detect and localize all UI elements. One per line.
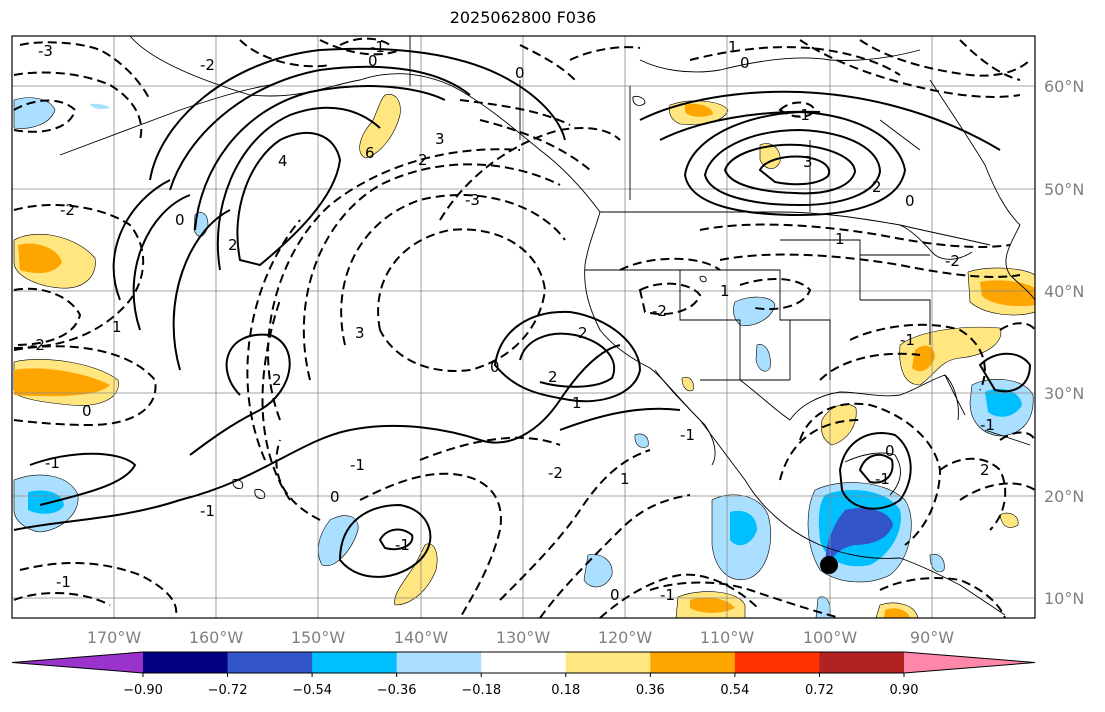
svg-text:-1: -1 (680, 426, 695, 444)
svg-text:1: 1 (720, 282, 730, 300)
svg-text:0: 0 (610, 586, 620, 604)
svg-text:0: 0 (368, 52, 378, 70)
colorbar-tick-label: 0.36 (636, 683, 665, 698)
svg-text:0: 0 (515, 64, 525, 82)
svg-text:-2: -2 (200, 56, 215, 74)
svg-text:-2: -2 (60, 201, 75, 219)
svg-text:2: 2 (872, 178, 882, 196)
colorbar-segment (143, 652, 229, 673)
svg-text:1: 1 (728, 38, 738, 56)
svg-text:3: 3 (355, 324, 365, 342)
lon-label: 90°W (910, 628, 954, 647)
svg-text:0: 0 (330, 488, 340, 506)
lat-label: 20°N (1044, 487, 1084, 506)
contour-labels: -3 -2 0 -1 2 4 6 3 0 2 -2 -3 3 0 2 1 -1 … (30, 38, 995, 604)
lat-label: 50°N (1044, 180, 1084, 199)
colorbar-segment (650, 652, 736, 673)
lon-label: 140°W (394, 628, 449, 647)
colorbar-segment (565, 652, 651, 673)
colorbar-segment (396, 652, 482, 673)
svg-text:2: 2 (578, 324, 588, 342)
lon-label: 150°W (291, 628, 346, 647)
svg-text:-2: -2 (652, 302, 667, 320)
svg-text:2: 2 (980, 461, 990, 479)
longitude-labels: 170°W 160°W 150°W 140°W 130°W 120°W 110°… (87, 628, 954, 647)
lat-label: 60°N (1044, 77, 1084, 96)
colorbar: −0.90 −0.72 −0.54 −0.36 −0.18 0.18 0.36 0.54 0.7… (11, 651, 1036, 698)
colorbar-tick-label: −0.36 (377, 683, 417, 698)
colorbar-tick-label: 0.90 (890, 683, 919, 698)
lat-label: 10°N (1044, 589, 1084, 608)
svg-text:-1: -1 (395, 536, 410, 554)
lon-label: 120°W (598, 628, 653, 647)
lon-label: 170°W (87, 628, 142, 647)
latitude-labels: 60°N 50°N 40°N 30°N 20°N 10°N (1044, 77, 1084, 608)
svg-text:-2: -2 (30, 336, 45, 354)
lon-label: 130°W (496, 628, 551, 647)
svg-text:6: 6 (365, 144, 375, 162)
svg-text:-1: -1 (980, 416, 995, 434)
svg-text:0: 0 (740, 54, 750, 72)
solid-contours (13, 47, 1032, 578)
lat-label: 40°N (1044, 282, 1084, 301)
svg-text:-1: -1 (370, 38, 385, 56)
lon-label: 110°W (700, 628, 755, 647)
svg-text:-1: -1 (875, 470, 890, 488)
colorbar-segment (312, 652, 398, 673)
colorbar-tick-label: −0.90 (123, 683, 163, 698)
lon-label: 160°W (189, 628, 244, 647)
colorbar-segment (227, 652, 313, 673)
svg-text:0: 0 (885, 442, 895, 460)
svg-text:1: 1 (835, 230, 845, 248)
svg-text:-1: -1 (900, 331, 915, 349)
svg-text:2: 2 (548, 368, 558, 386)
svg-text:0: 0 (82, 402, 92, 420)
map-title: 2025062800 F036 (449, 8, 597, 27)
colorbar-segment (819, 652, 905, 673)
svg-text:-2: -2 (548, 464, 563, 482)
shading-layer (13, 94, 1035, 618)
svg-text:2: 2 (272, 371, 282, 389)
svg-text:2: 2 (228, 236, 238, 254)
colorbar-segment (481, 652, 567, 673)
svg-text:-2: -2 (945, 252, 960, 270)
colorbar-tick-label: −0.54 (292, 683, 332, 698)
svg-text:-3: -3 (38, 42, 53, 60)
dashed-contours (13, 37, 1035, 618)
svg-text:0: 0 (175, 211, 185, 229)
svg-text:1: 1 (112, 318, 122, 336)
colorbar-segment (734, 652, 820, 673)
svg-text:1: 1 (620, 470, 630, 488)
svg-text:-1: -1 (350, 456, 365, 474)
svg-text:3: 3 (803, 153, 813, 171)
colorbar-tick-label: −0.18 (461, 683, 501, 698)
svg-text:3: 3 (435, 130, 445, 148)
lon-label: 100°W (803, 628, 858, 647)
svg-text:-1: -1 (45, 454, 60, 472)
map-frame (11, 35, 1036, 619)
svg-text:2: 2 (418, 151, 428, 169)
colorbar-tick-label: −0.72 (208, 683, 248, 698)
marker-dot (820, 556, 838, 574)
colorbar-extend-low (12, 652, 143, 673)
colorbar-tick-label: 0.72 (805, 683, 834, 698)
svg-text:-1: -1 (200, 502, 215, 520)
svg-text:-1: -1 (56, 573, 71, 591)
svg-text:1: 1 (572, 394, 582, 412)
svg-text:-1: -1 (795, 106, 810, 124)
lat-label: 30°N (1044, 384, 1084, 403)
svg-text:0: 0 (905, 192, 915, 210)
svg-text:-3: -3 (465, 191, 480, 209)
svg-text:-1: -1 (660, 586, 675, 604)
svg-text:4: 4 (278, 152, 288, 170)
svg-text:0: 0 (490, 358, 500, 376)
colorbar-tick-label: 0.54 (720, 683, 749, 698)
colorbar-extend-high (904, 652, 1035, 673)
colorbar-tick-label: 0.18 (551, 683, 580, 698)
